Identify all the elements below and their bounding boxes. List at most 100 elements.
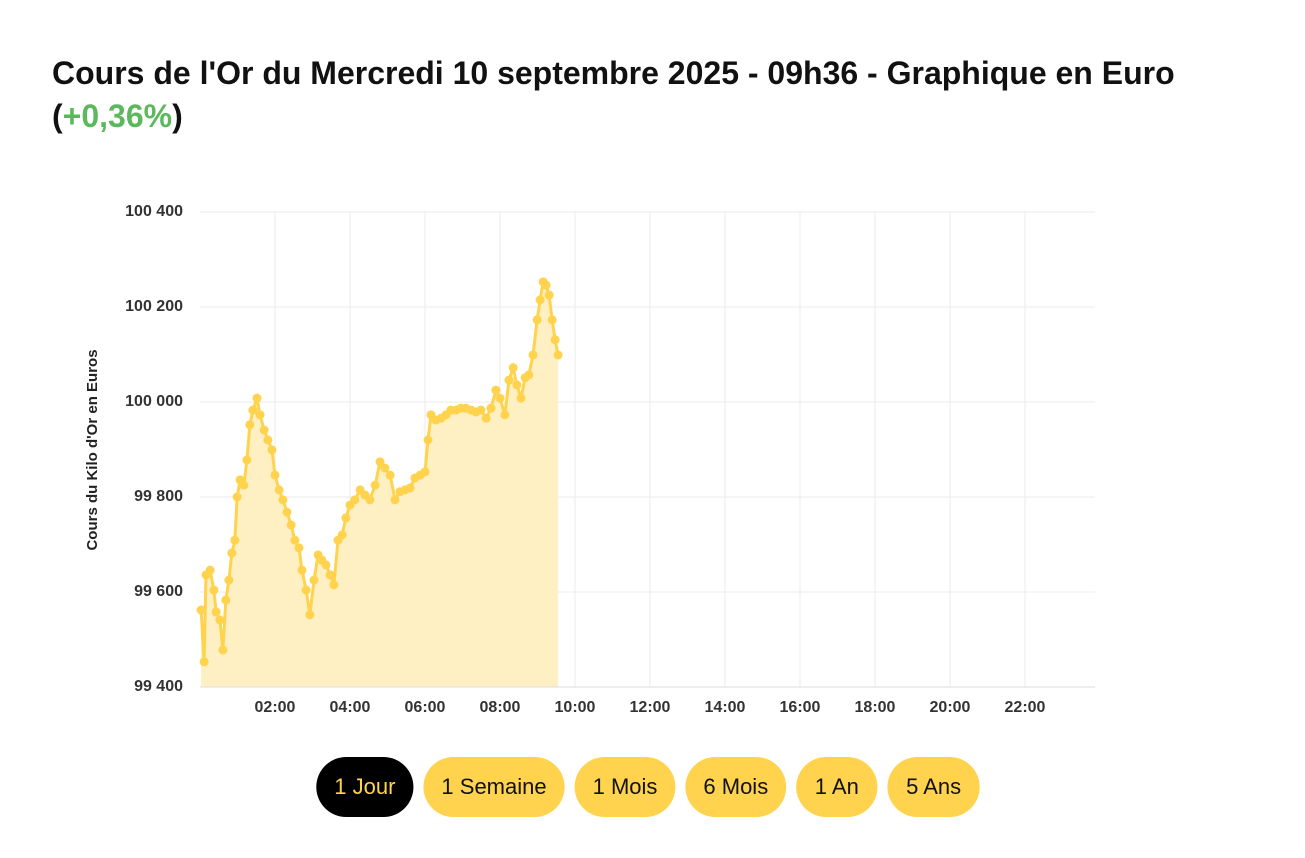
x-tick-label: 02:00 bbox=[255, 699, 296, 716]
point bbox=[270, 470, 280, 480]
point bbox=[211, 607, 221, 617]
y-tick-label: 100 400 bbox=[125, 203, 183, 220]
point bbox=[504, 375, 514, 385]
x-tick-label: 16:00 bbox=[780, 699, 821, 716]
change: (+0,36%) bbox=[52, 98, 183, 134]
range-button-label[interactable]: 6 Mois bbox=[703, 774, 768, 799]
point bbox=[481, 413, 491, 423]
point bbox=[350, 495, 360, 505]
point bbox=[385, 470, 395, 480]
point bbox=[524, 370, 534, 380]
point bbox=[209, 585, 219, 595]
point bbox=[541, 280, 551, 290]
point bbox=[215, 615, 225, 625]
point bbox=[476, 405, 486, 415]
point bbox=[553, 350, 563, 360]
point bbox=[227, 548, 237, 558]
point bbox=[309, 575, 319, 585]
point bbox=[294, 543, 304, 553]
point bbox=[196, 605, 206, 615]
bracket: ( bbox=[52, 98, 63, 134]
x-tick-label: 08:00 bbox=[480, 699, 521, 716]
x-tick-label: 06:00 bbox=[405, 699, 446, 716]
point bbox=[252, 393, 262, 403]
x-tick-label: 12:00 bbox=[630, 699, 671, 716]
x-tick-label: 04:00 bbox=[330, 699, 371, 716]
point bbox=[245, 420, 255, 430]
y-tick-label: 99 800 bbox=[134, 488, 183, 505]
point bbox=[242, 455, 252, 465]
range-button[interactable] bbox=[574, 757, 676, 817]
point bbox=[255, 410, 265, 420]
point bbox=[290, 535, 300, 545]
point bbox=[423, 435, 433, 445]
point bbox=[528, 350, 538, 360]
point bbox=[278, 495, 288, 505]
point bbox=[550, 335, 560, 345]
point bbox=[218, 645, 228, 655]
point bbox=[341, 513, 351, 523]
point bbox=[375, 457, 385, 467]
point bbox=[232, 492, 242, 502]
point bbox=[282, 507, 292, 517]
point bbox=[239, 480, 249, 490]
area bbox=[201, 281, 559, 687]
range-button-label[interactable]: 1 Jour bbox=[334, 774, 395, 799]
point bbox=[274, 485, 284, 495]
range-button-label[interactable]: 1 An bbox=[815, 774, 859, 799]
point bbox=[500, 410, 510, 420]
point bbox=[221, 595, 231, 605]
bracket: ) bbox=[172, 98, 183, 134]
range-button[interactable] bbox=[796, 757, 878, 817]
point bbox=[420, 467, 430, 477]
x-tick-label: 10:00 bbox=[555, 699, 596, 716]
x-tick-label: 22:00 bbox=[1005, 699, 1046, 716]
point bbox=[263, 435, 273, 445]
point bbox=[491, 385, 501, 395]
point bbox=[329, 580, 339, 590]
point bbox=[380, 463, 390, 473]
change-value: +0,36% bbox=[63, 98, 172, 134]
point bbox=[337, 530, 347, 540]
x-tick-label: 14:00 bbox=[705, 699, 746, 716]
x-tick-label: 20:00 bbox=[930, 699, 971, 716]
range-button-label[interactable]: 1 Semaine bbox=[441, 774, 546, 799]
point bbox=[325, 570, 335, 580]
point bbox=[301, 585, 311, 595]
chart-title: Cours de l'Or du Mercredi 10 septembre 2… bbox=[52, 55, 1175, 91]
range-button-label[interactable]: 5 Ans bbox=[906, 774, 961, 799]
point bbox=[297, 565, 307, 575]
range-button[interactable] bbox=[685, 757, 787, 817]
y-tick-label: 100 000 bbox=[125, 393, 183, 410]
y-axis-label: Cours du Kilo d'Or en Euros bbox=[84, 349, 101, 550]
point bbox=[486, 403, 496, 413]
point bbox=[495, 393, 505, 403]
point bbox=[230, 535, 240, 545]
point bbox=[365, 495, 375, 505]
point bbox=[390, 495, 400, 505]
point bbox=[321, 560, 331, 570]
point bbox=[199, 657, 209, 667]
y-tick-label: 99 400 bbox=[134, 678, 183, 695]
y-tick-label: 100 200 bbox=[125, 298, 183, 315]
range-button[interactable] bbox=[423, 757, 565, 817]
point bbox=[248, 405, 258, 415]
range-button[interactable] bbox=[887, 757, 980, 817]
point bbox=[205, 565, 215, 575]
point bbox=[305, 610, 315, 620]
point bbox=[508, 363, 518, 373]
point bbox=[547, 315, 557, 325]
point bbox=[532, 315, 542, 325]
point bbox=[516, 393, 526, 403]
x-tick-label: 18:00 bbox=[855, 699, 896, 716]
point bbox=[544, 290, 554, 300]
range-button-label[interactable]: 1 Mois bbox=[593, 774, 658, 799]
point bbox=[370, 480, 380, 490]
point bbox=[512, 380, 522, 390]
range-button[interactable] bbox=[316, 757, 414, 817]
y-tick-label: 99 600 bbox=[134, 583, 183, 600]
point bbox=[286, 520, 296, 530]
point bbox=[224, 575, 234, 585]
point bbox=[267, 445, 277, 455]
